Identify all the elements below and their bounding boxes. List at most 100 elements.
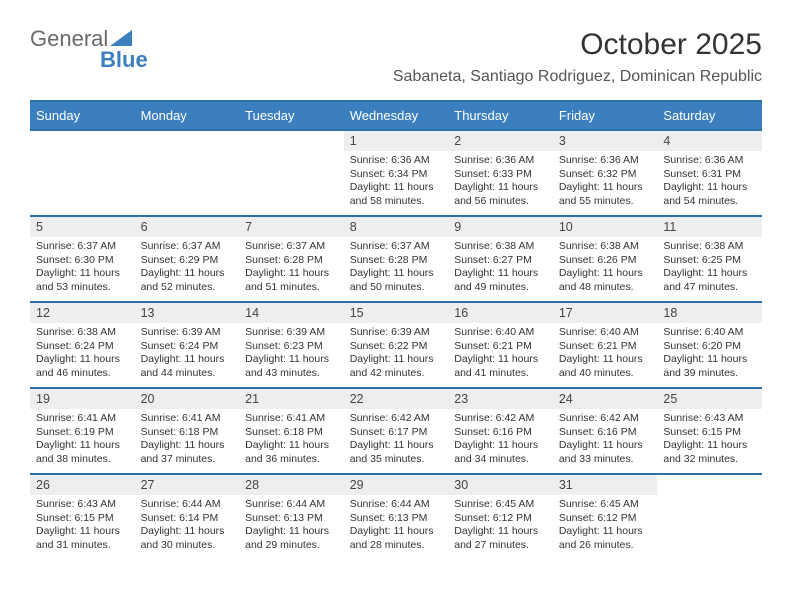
day-cell: 27Sunrise: 6:44 AMSunset: 6:14 PMDayligh… [135,473,240,559]
calendar-cell [239,129,344,215]
day-header-row: SundayMondayTuesdayWednesdayThursdayFrid… [30,101,762,129]
day-info: Sunrise: 6:37 AMSunset: 6:30 PMDaylight:… [30,237,135,300]
day-cell: 17Sunrise: 6:40 AMSunset: 6:21 PMDayligh… [553,301,658,387]
calendar-cell: 25Sunrise: 6:43 AMSunset: 6:15 PMDayligh… [657,387,762,473]
calendar-cell: 3Sunrise: 6:36 AMSunset: 6:32 PMDaylight… [553,129,658,215]
day-cell: 7Sunrise: 6:37 AMSunset: 6:28 PMDaylight… [239,215,344,301]
day-number: 20 [135,387,240,409]
empty-cell [239,129,344,215]
calendar-cell: 10Sunrise: 6:38 AMSunset: 6:26 PMDayligh… [553,215,658,301]
calendar-cell [657,473,762,559]
calendar-cell: 14Sunrise: 6:39 AMSunset: 6:23 PMDayligh… [239,301,344,387]
day-number: 27 [135,473,240,495]
day-info: Sunrise: 6:39 AMSunset: 6:24 PMDaylight:… [135,323,240,386]
day-cell: 19Sunrise: 6:41 AMSunset: 6:19 PMDayligh… [30,387,135,473]
calendar-cell: 5Sunrise: 6:37 AMSunset: 6:30 PMDaylight… [30,215,135,301]
day-header: Sunday [30,101,135,129]
day-info: Sunrise: 6:42 AMSunset: 6:17 PMDaylight:… [344,409,449,472]
day-info: Sunrise: 6:44 AMSunset: 6:13 PMDaylight:… [239,495,344,558]
day-info: Sunrise: 6:36 AMSunset: 6:31 PMDaylight:… [657,151,762,214]
day-cell: 5Sunrise: 6:37 AMSunset: 6:30 PMDaylight… [30,215,135,301]
brand-logo: General Blue [30,28,148,71]
day-info: Sunrise: 6:39 AMSunset: 6:23 PMDaylight:… [239,323,344,386]
day-number: 17 [553,301,658,323]
location-text: Sabaneta, Santiago Rodriguez, Dominican … [393,68,762,86]
calendar-cell: 31Sunrise: 6:45 AMSunset: 6:12 PMDayligh… [553,473,658,559]
day-info: Sunrise: 6:43 AMSunset: 6:15 PMDaylight:… [657,409,762,472]
day-cell: 6Sunrise: 6:37 AMSunset: 6:29 PMDaylight… [135,215,240,301]
calendar-cell: 27Sunrise: 6:44 AMSunset: 6:14 PMDayligh… [135,473,240,559]
day-cell: 31Sunrise: 6:45 AMSunset: 6:12 PMDayligh… [553,473,658,559]
day-info: Sunrise: 6:37 AMSunset: 6:28 PMDaylight:… [344,237,449,300]
calendar-cell: 4Sunrise: 6:36 AMSunset: 6:31 PMDaylight… [657,129,762,215]
day-cell: 14Sunrise: 6:39 AMSunset: 6:23 PMDayligh… [239,301,344,387]
calendar-cell: 7Sunrise: 6:37 AMSunset: 6:28 PMDaylight… [239,215,344,301]
day-cell: 29Sunrise: 6:44 AMSunset: 6:13 PMDayligh… [344,473,449,559]
day-cell: 25Sunrise: 6:43 AMSunset: 6:15 PMDayligh… [657,387,762,473]
day-info: Sunrise: 6:38 AMSunset: 6:25 PMDaylight:… [657,237,762,300]
day-number: 28 [239,473,344,495]
day-number: 5 [30,215,135,237]
calendar-cell [135,129,240,215]
calendar-cell: 26Sunrise: 6:43 AMSunset: 6:15 PMDayligh… [30,473,135,559]
day-number: 12 [30,301,135,323]
calendar-cell: 18Sunrise: 6:40 AMSunset: 6:20 PMDayligh… [657,301,762,387]
calendar-cell: 1Sunrise: 6:36 AMSunset: 6:34 PMDaylight… [344,129,449,215]
day-info: Sunrise: 6:38 AMSunset: 6:24 PMDaylight:… [30,323,135,386]
calendar-cell: 19Sunrise: 6:41 AMSunset: 6:19 PMDayligh… [30,387,135,473]
logo-text-block: General Blue [30,28,148,71]
day-number: 23 [448,387,553,409]
calendar-week-row: 12Sunrise: 6:38 AMSunset: 6:24 PMDayligh… [30,301,762,387]
calendar-week-row: 19Sunrise: 6:41 AMSunset: 6:19 PMDayligh… [30,387,762,473]
day-info: Sunrise: 6:39 AMSunset: 6:22 PMDaylight:… [344,323,449,386]
day-info: Sunrise: 6:40 AMSunset: 6:20 PMDaylight:… [657,323,762,386]
month-title: October 2025 [393,28,762,62]
day-header: Monday [135,101,240,129]
day-info: Sunrise: 6:41 AMSunset: 6:19 PMDaylight:… [30,409,135,472]
calendar-cell: 15Sunrise: 6:39 AMSunset: 6:22 PMDayligh… [344,301,449,387]
day-header: Friday [553,101,658,129]
day-number: 14 [239,301,344,323]
day-cell: 26Sunrise: 6:43 AMSunset: 6:15 PMDayligh… [30,473,135,559]
calendar-cell: 22Sunrise: 6:42 AMSunset: 6:17 PMDayligh… [344,387,449,473]
day-info: Sunrise: 6:44 AMSunset: 6:14 PMDaylight:… [135,495,240,558]
day-info: Sunrise: 6:37 AMSunset: 6:29 PMDaylight:… [135,237,240,300]
day-cell: 13Sunrise: 6:39 AMSunset: 6:24 PMDayligh… [135,301,240,387]
empty-cell [135,129,240,215]
day-number: 1 [344,129,449,151]
calendar-cell: 12Sunrise: 6:38 AMSunset: 6:24 PMDayligh… [30,301,135,387]
calendar-cell: 13Sunrise: 6:39 AMSunset: 6:24 PMDayligh… [135,301,240,387]
calendar-cell: 30Sunrise: 6:45 AMSunset: 6:12 PMDayligh… [448,473,553,559]
day-cell: 9Sunrise: 6:38 AMSunset: 6:27 PMDaylight… [448,215,553,301]
day-number: 22 [344,387,449,409]
calendar-cell: 16Sunrise: 6:40 AMSunset: 6:21 PMDayligh… [448,301,553,387]
day-cell: 30Sunrise: 6:45 AMSunset: 6:12 PMDayligh… [448,473,553,559]
day-cell: 16Sunrise: 6:40 AMSunset: 6:21 PMDayligh… [448,301,553,387]
day-info: Sunrise: 6:41 AMSunset: 6:18 PMDaylight:… [239,409,344,472]
logo-triangle-icon [110,30,132,46]
day-number: 6 [135,215,240,237]
calendar-week-row: 5Sunrise: 6:37 AMSunset: 6:30 PMDaylight… [30,215,762,301]
day-number: 13 [135,301,240,323]
day-cell: 12Sunrise: 6:38 AMSunset: 6:24 PMDayligh… [30,301,135,387]
calendar-week-row: 1Sunrise: 6:36 AMSunset: 6:34 PMDaylight… [30,129,762,215]
day-cell: 2Sunrise: 6:36 AMSunset: 6:33 PMDaylight… [448,129,553,215]
day-info: Sunrise: 6:45 AMSunset: 6:12 PMDaylight:… [553,495,658,558]
day-number: 16 [448,301,553,323]
day-info: Sunrise: 6:36 AMSunset: 6:33 PMDaylight:… [448,151,553,214]
page-header: General Blue October 2025 Sabaneta, Sant… [30,28,762,86]
day-cell: 4Sunrise: 6:36 AMSunset: 6:31 PMDaylight… [657,129,762,215]
calendar-cell [30,129,135,215]
day-cell: 22Sunrise: 6:42 AMSunset: 6:17 PMDayligh… [344,387,449,473]
day-info: Sunrise: 6:43 AMSunset: 6:15 PMDaylight:… [30,495,135,558]
day-cell: 24Sunrise: 6:42 AMSunset: 6:16 PMDayligh… [553,387,658,473]
calendar-cell: 2Sunrise: 6:36 AMSunset: 6:33 PMDaylight… [448,129,553,215]
day-info: Sunrise: 6:45 AMSunset: 6:12 PMDaylight:… [448,495,553,558]
day-header: Saturday [657,101,762,129]
day-number: 24 [553,387,658,409]
calendar-cell: 23Sunrise: 6:42 AMSunset: 6:16 PMDayligh… [448,387,553,473]
day-cell: 1Sunrise: 6:36 AMSunset: 6:34 PMDaylight… [344,129,449,215]
logo-word-general: General [30,26,108,51]
day-info: Sunrise: 6:40 AMSunset: 6:21 PMDaylight:… [553,323,658,386]
calendar-cell: 29Sunrise: 6:44 AMSunset: 6:13 PMDayligh… [344,473,449,559]
